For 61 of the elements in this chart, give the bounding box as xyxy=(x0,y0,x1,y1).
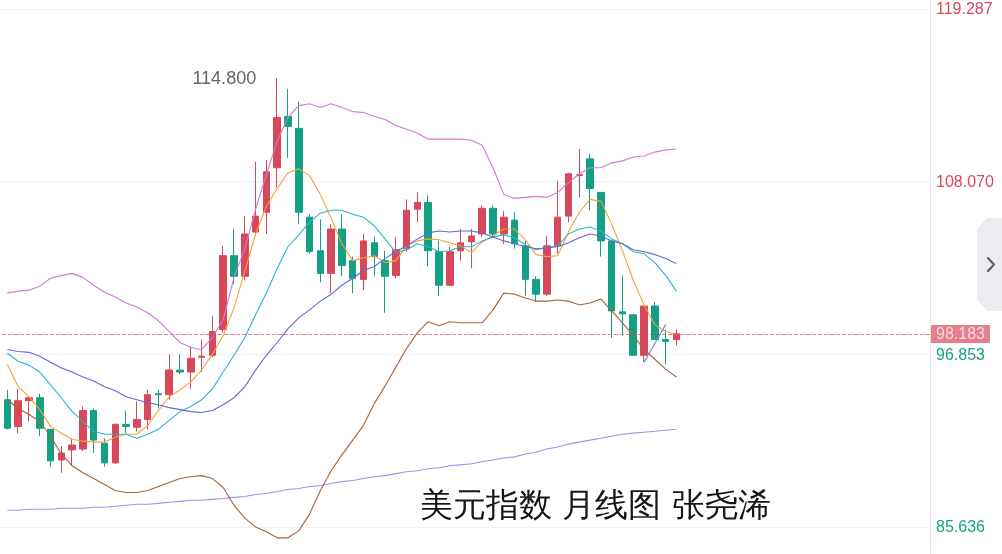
candlestick xyxy=(532,275,540,303)
candlestick xyxy=(446,246,454,287)
candlestick xyxy=(68,437,76,467)
candlestick xyxy=(403,198,410,253)
candlestick xyxy=(122,410,130,434)
line-series xyxy=(6,103,677,350)
y-tick-label: 96.853 xyxy=(936,345,986,363)
candlestick xyxy=(317,218,324,283)
candlestick xyxy=(554,180,561,255)
candlestick xyxy=(47,428,54,468)
candlestick xyxy=(338,213,346,277)
y-tick-label: 85.636 xyxy=(936,518,986,536)
candlestick xyxy=(273,77,281,188)
candlestick xyxy=(165,353,173,401)
candlestick xyxy=(90,408,97,454)
candlestick xyxy=(576,148,583,198)
candlestick xyxy=(295,101,303,225)
line-series xyxy=(6,209,677,439)
candlestick xyxy=(468,228,475,269)
candlestick xyxy=(155,389,162,410)
candlestick xyxy=(662,329,669,365)
candlestick xyxy=(230,228,238,285)
candlestick xyxy=(198,339,205,373)
candlestick xyxy=(371,236,378,277)
candlestick xyxy=(586,153,594,211)
candlestick xyxy=(252,161,259,235)
candlestick xyxy=(435,240,443,297)
annotation: 114.800 xyxy=(192,68,257,89)
candlestick xyxy=(424,194,432,267)
candlestick xyxy=(176,353,184,375)
candlestick xyxy=(306,213,313,255)
text: 美元指数 月线图 张尧浠 xyxy=(420,485,771,524)
candlestick xyxy=(565,172,572,223)
candlestick xyxy=(14,388,22,434)
ref-line-label: 98.183 xyxy=(936,325,986,343)
candlestick xyxy=(101,437,108,468)
candlestick xyxy=(360,233,367,291)
candlestick xyxy=(219,245,227,334)
candlestick xyxy=(414,191,421,223)
candlestick xyxy=(112,422,119,465)
line-series xyxy=(6,230,677,414)
y-tick-label: 108.070 xyxy=(936,173,994,191)
line-series xyxy=(6,168,677,443)
candlestick xyxy=(284,88,292,159)
candlestick xyxy=(381,250,389,314)
candlestick xyxy=(144,389,151,430)
candlestick xyxy=(4,389,11,430)
candlestick xyxy=(133,401,141,432)
candlestick xyxy=(629,314,637,356)
candlestick xyxy=(619,274,626,337)
candlestick xyxy=(349,256,356,294)
candlestick xyxy=(500,210,508,245)
candlestick xyxy=(79,406,87,452)
candlestick xyxy=(478,204,486,238)
candlestick xyxy=(522,240,529,297)
candlestick xyxy=(543,235,551,297)
candlestick xyxy=(187,345,195,390)
candlestick xyxy=(327,223,335,294)
y-tick-label: 119.287 xyxy=(936,0,993,18)
candlestick xyxy=(489,204,497,238)
candlestick xyxy=(608,240,615,339)
